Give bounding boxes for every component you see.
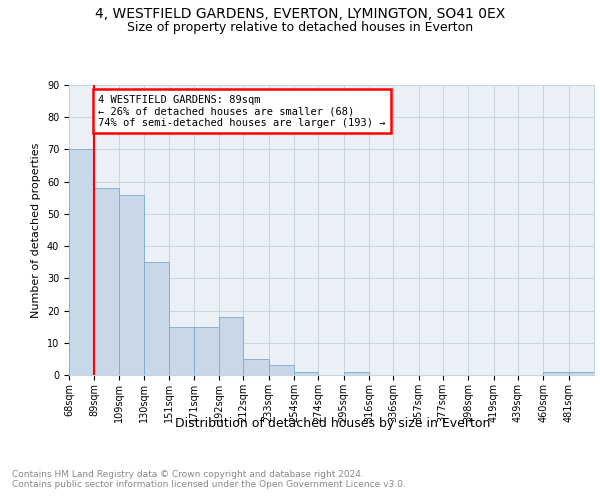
Bar — [269, 366, 294, 375]
Bar — [569, 372, 594, 375]
Text: Contains HM Land Registry data © Crown copyright and database right 2024.
Contai: Contains HM Land Registry data © Crown c… — [12, 470, 406, 490]
Text: Distribution of detached houses by size in Everton: Distribution of detached houses by size … — [175, 418, 491, 430]
Bar — [169, 326, 194, 375]
Bar — [94, 188, 119, 375]
Bar — [219, 317, 243, 375]
Bar — [119, 194, 144, 375]
Bar — [194, 326, 219, 375]
Bar — [243, 359, 269, 375]
Bar — [144, 262, 169, 375]
Text: Size of property relative to detached houses in Everton: Size of property relative to detached ho… — [127, 21, 473, 34]
Text: 4, WESTFIELD GARDENS, EVERTON, LYMINGTON, SO41 0EX: 4, WESTFIELD GARDENS, EVERTON, LYMINGTON… — [95, 8, 505, 22]
Bar — [344, 372, 369, 375]
Bar — [543, 372, 569, 375]
Text: 4 WESTFIELD GARDENS: 89sqm
← 26% of detached houses are smaller (68)
74% of semi: 4 WESTFIELD GARDENS: 89sqm ← 26% of deta… — [98, 94, 386, 128]
Bar — [294, 372, 318, 375]
Y-axis label: Number of detached properties: Number of detached properties — [31, 142, 41, 318]
Bar — [69, 150, 94, 375]
